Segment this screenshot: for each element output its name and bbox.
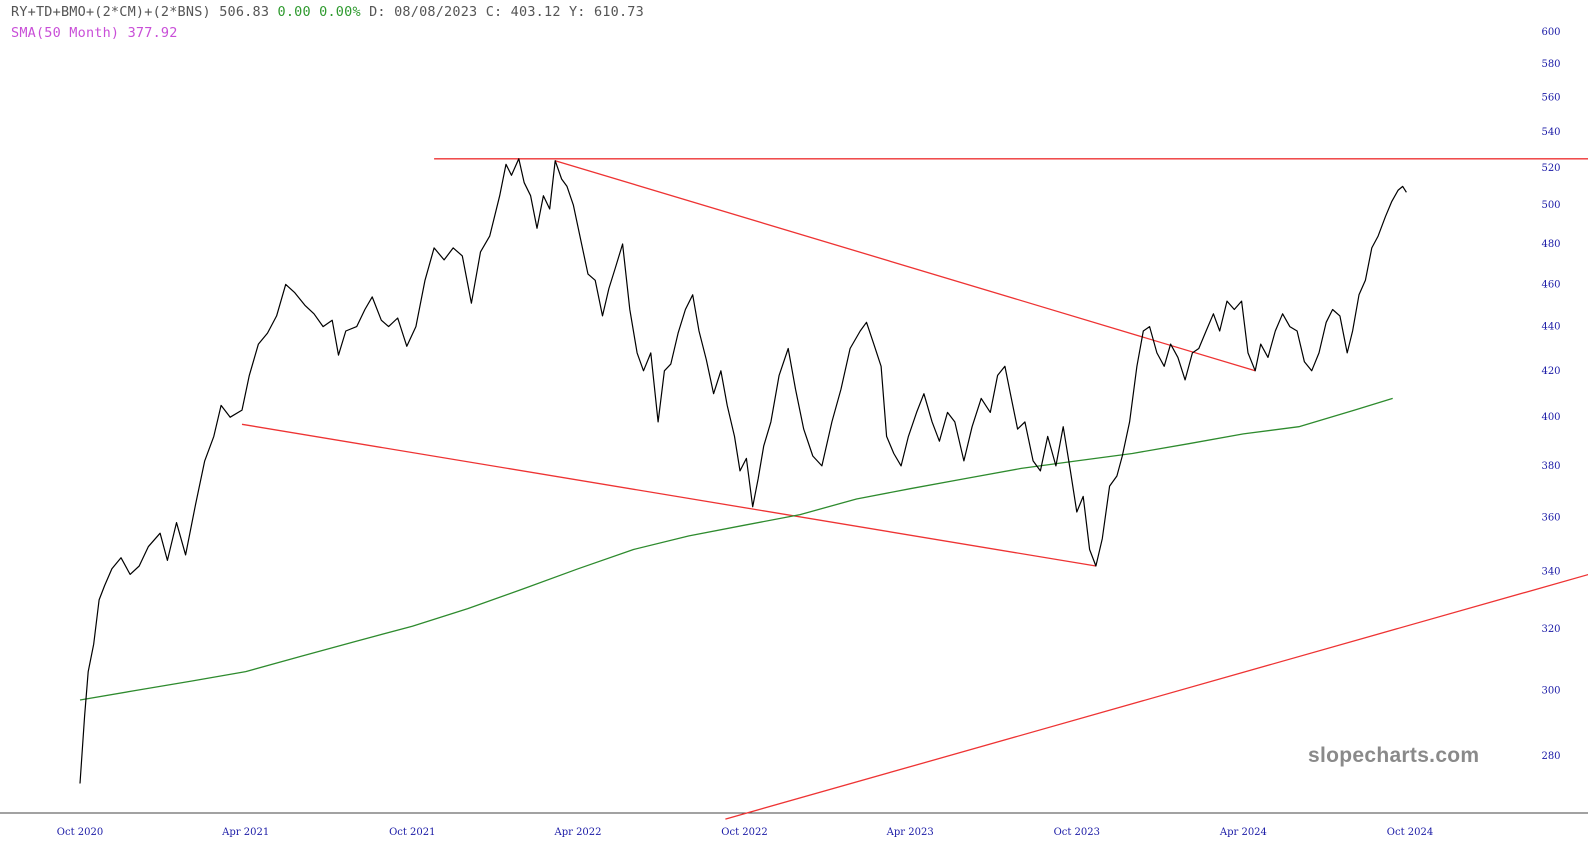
watermark-text: slopecharts.com (1308, 744, 1480, 767)
date-readout: D: 08/08/2023 (369, 4, 478, 20)
price-series-line[interactable] (79, 158, 1407, 784)
c-readout: C: 403.12 (485, 4, 561, 20)
y-tick-label: 360 (1541, 512, 1560, 523)
x-tick-label: Oct 2024 (1387, 827, 1433, 838)
trendline[interactable] (241, 423, 1097, 567)
x-tick-label: Apr 2024 (1219, 827, 1267, 838)
y-tick-label: 380 (1541, 461, 1560, 472)
x-tick-label: Oct 2023 (1054, 827, 1100, 838)
sma-legend: SMA(50 Month) 377.92 (11, 25, 178, 41)
y-tick-label: 280 (1541, 751, 1560, 762)
trendlines[interactable] (241, 158, 1588, 820)
price-change-pct: 0.00% (319, 4, 361, 20)
y-tick-label: 300 (1541, 686, 1560, 697)
x-tick-label: Apr 2022 (553, 827, 601, 838)
series-lines[interactable] (79, 158, 1407, 784)
x-tick-label: Oct 2022 (721, 827, 767, 838)
last-price: 506.83 (219, 4, 270, 20)
y-readout: Y: 610.73 (568, 4, 644, 20)
y-tick-label: 320 (1541, 624, 1560, 635)
y-tick-label: 560 (1541, 93, 1560, 104)
y-tick-label: 600 (1541, 27, 1560, 38)
x-tick-label: Oct 2021 (389, 827, 435, 838)
x-tick-label: Oct 2020 (57, 827, 103, 838)
y-tick-label: 460 (1541, 279, 1560, 290)
sma-series-line[interactable] (79, 397, 1393, 701)
y-tick-label: 520 (1541, 163, 1560, 174)
symbol-label: RY+TD+BMO+(2*CM)+(2*BNS) (11, 4, 211, 20)
y-tick-label: 540 (1541, 127, 1560, 138)
y-tick-label: 420 (1541, 366, 1560, 377)
y-tick-label: 400 (1541, 412, 1560, 423)
x-axis: Oct 2020 Apr 2021 Oct 2021 Apr 2022 Oct 2022… (0, 812, 1588, 838)
chart-header: RY+TD+BMO+(2*CM)+(2*BNS) 506.83 0.00 0.0… (11, 4, 644, 20)
y-tick-label: 500 (1541, 200, 1560, 211)
y-tick-label: 440 (1541, 322, 1560, 333)
x-tick-label: Apr 2023 (886, 827, 934, 838)
y-tick-label: 580 (1541, 59, 1560, 70)
y-tick-label: 340 (1541, 567, 1560, 578)
x-tick-label: Apr 2021 (221, 827, 269, 838)
y-axis: 280 300 320 340 360 380 400 420 440 460 480 500 520 5… (1541, 27, 1560, 762)
trendline[interactable] (555, 160, 1256, 372)
y-tick-label: 480 (1541, 239, 1560, 250)
trendline[interactable] (725, 555, 1588, 820)
price-change: 0.00 (277, 4, 311, 20)
